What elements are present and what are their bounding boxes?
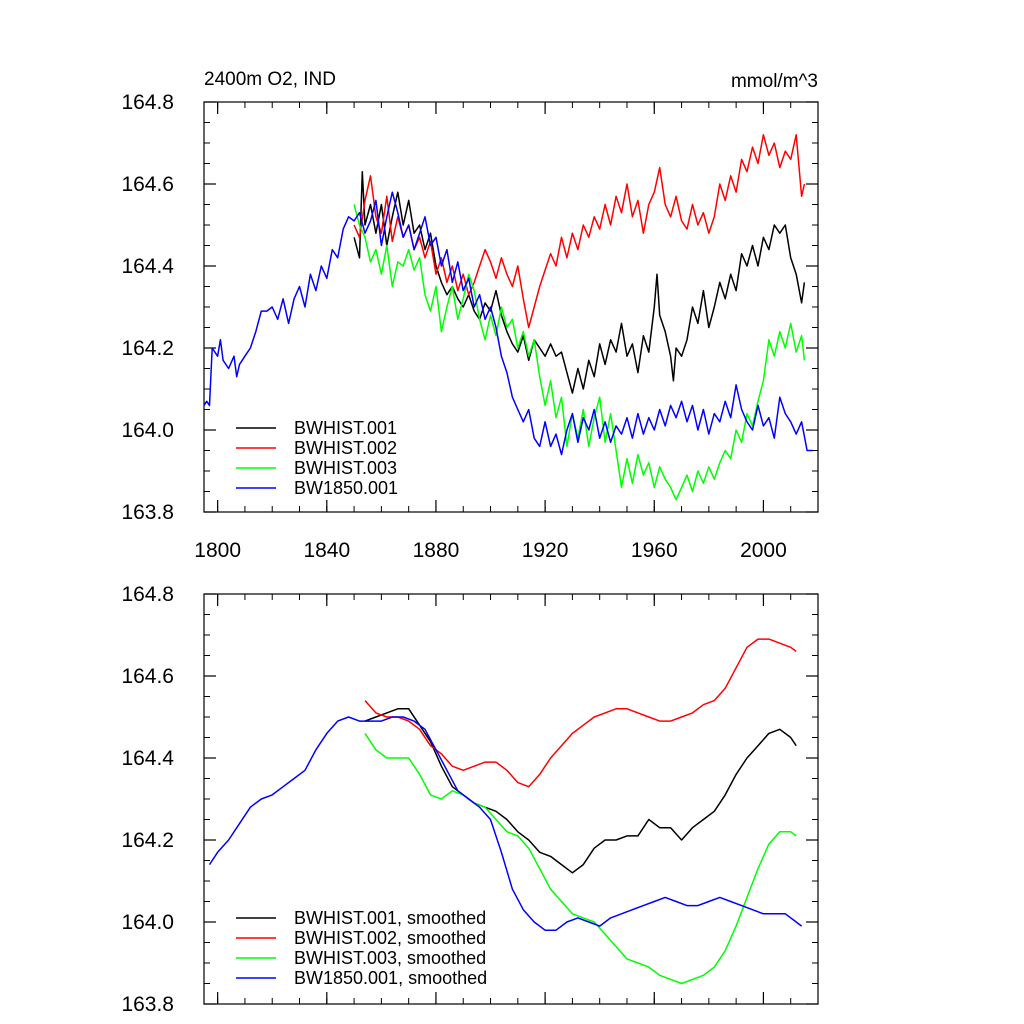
y-tick-label: 163.8 <box>121 501 174 524</box>
x-tick-label: 1800 <box>194 539 241 562</box>
legend-label: BW1850.001 <box>294 478 398 498</box>
series-line-bwhist-002-smoothed <box>364 638 797 788</box>
y-tick-label: 164.0 <box>121 419 174 442</box>
series-line-bwhist-001 <box>353 170 806 394</box>
y-tick-label: 163.8 <box>121 993 174 1016</box>
x-tick-label: 1880 <box>413 539 460 562</box>
x-tick-label: 1840 <box>303 539 350 562</box>
legend-label: BW1850.001, smoothed <box>294 968 487 988</box>
legend-label: BWHIST.002 <box>294 438 397 458</box>
y-tick-label: 164.8 <box>121 91 174 114</box>
chart-title: 2400m O2, IND <box>204 69 336 90</box>
y-tick-label: 164.4 <box>121 255 174 278</box>
y-tick-label: 164.8 <box>121 583 174 606</box>
legend-label: BWHIST.003, smoothed <box>294 948 486 968</box>
units-label: mmol/m^3 <box>731 71 818 92</box>
y-tick-label: 164.2 <box>121 829 174 852</box>
x-tick-label: 1960 <box>631 539 678 562</box>
series-line-bwhist-003-smoothed <box>364 732 797 985</box>
x-tick-label: 2000 <box>740 539 787 562</box>
series-line-bwhist-001-smoothed <box>364 708 797 874</box>
y-tick-label: 164.0 <box>121 911 174 934</box>
legend-label: BWHIST.002, smoothed <box>294 928 486 948</box>
top-panel-raw-o2: 163.8 164.0 164.2 164.4 164.6 164.8 1800 1840 18… <box>121 69 819 562</box>
legend-label: BWHIST.001, smoothed <box>294 908 486 928</box>
legend-label: BWHIST.001 <box>294 418 397 438</box>
legend-label: BWHIST.003 <box>294 458 397 478</box>
series-line-bwhist-003 <box>353 204 806 501</box>
bottom-panel-smoothed-o2: 163.8 164.0 164.2 164.4 164.6 164.8 BWHIST.001… <box>121 583 819 1016</box>
series-line-bw1850-001-smoothed <box>208 716 803 931</box>
y-tick-label: 164.4 <box>121 747 174 770</box>
y-tick-label: 164.2 <box>121 337 174 360</box>
series-line-bw1850-001 <box>203 191 813 456</box>
y-tick-label: 164.6 <box>121 173 174 196</box>
y-tick-label: 164.6 <box>121 665 174 688</box>
x-tick-label: 1920 <box>522 539 569 562</box>
